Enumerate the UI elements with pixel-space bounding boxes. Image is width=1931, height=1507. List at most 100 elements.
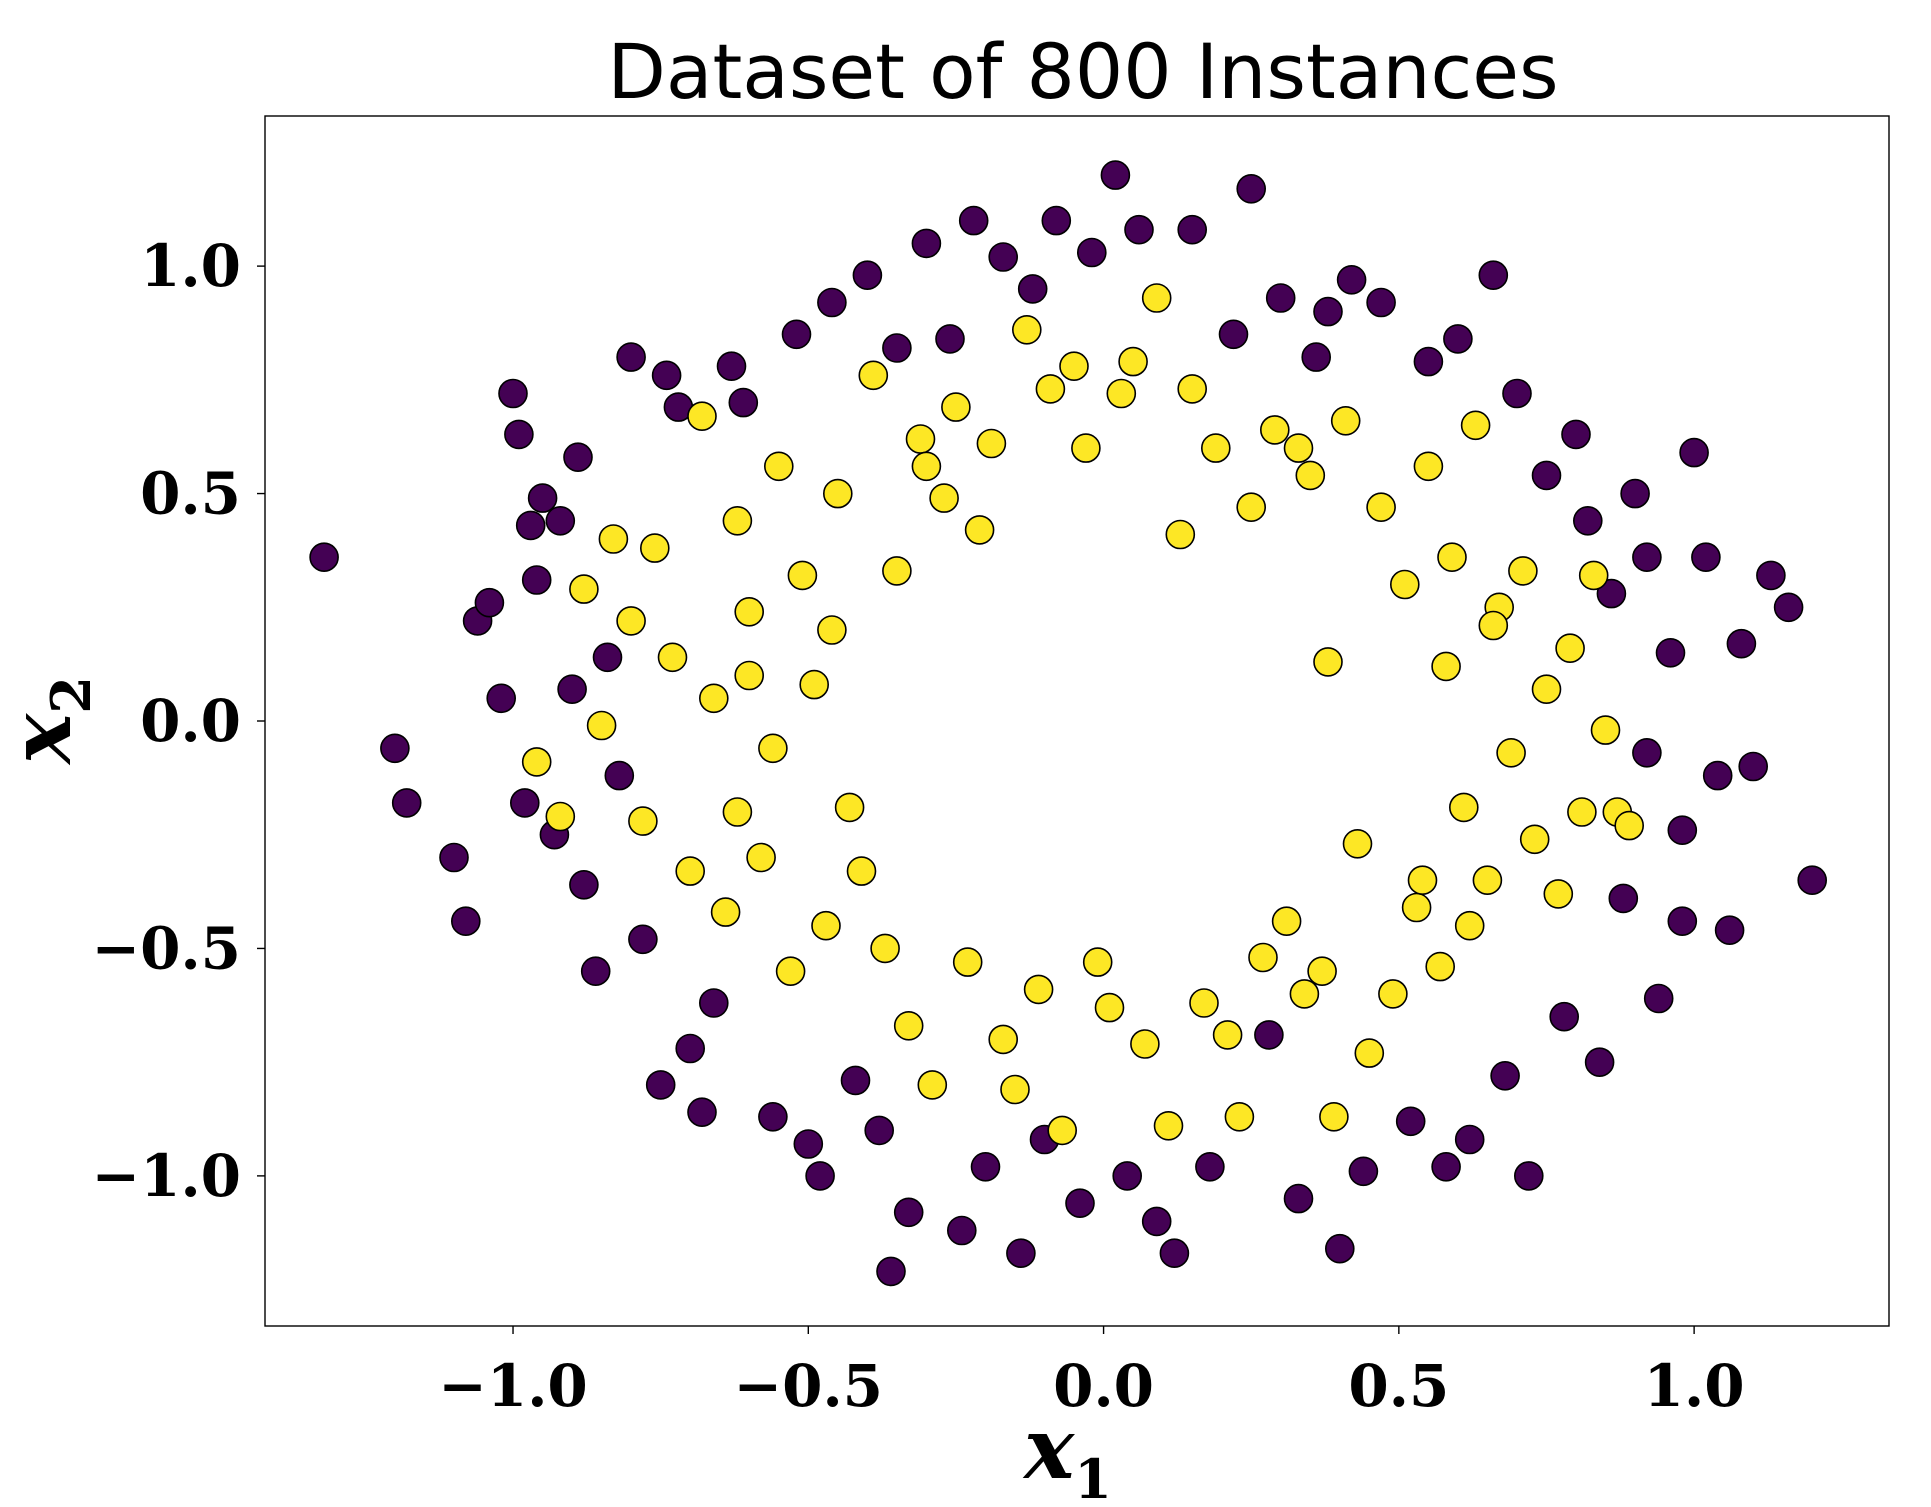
data-point-series1-41	[1047, 1115, 1077, 1146]
data-point-series1-58	[1248, 942, 1278, 973]
data-point-series0-78	[1502, 378, 1532, 409]
data-point-series1-8	[657, 642, 688, 673]
data-point-series1-12	[710, 897, 741, 927]
data-point-series1-52	[1177, 374, 1207, 404]
data-point-series1-5	[616, 606, 646, 636]
data-point-series1-18	[775, 956, 806, 987]
data-point-series0-17	[569, 869, 599, 900]
data-point-series1-35	[976, 428, 1007, 459]
data-point-series1-36	[988, 1024, 1019, 1055]
data-point-series0-59	[1195, 1152, 1225, 1182]
data-point-series0-21	[616, 342, 646, 372]
data-point-series0-26	[687, 1097, 717, 1127]
data-point-series0-18	[580, 956, 611, 987]
data-point-series1-73	[1413, 451, 1444, 482]
data-point-series0-9	[504, 419, 534, 450]
data-point-series0-100	[1797, 865, 1827, 896]
x-axis-label: x1	[1022, 1399, 1112, 1507]
data-point-series1-67	[1342, 828, 1373, 859]
data-point-series0-13	[527, 483, 558, 513]
y-tick-label: 1.0	[140, 232, 241, 300]
data-point-series0-93	[1691, 542, 1721, 573]
data-point-series1-21	[811, 910, 841, 941]
data-point-series0-19	[592, 642, 623, 673]
data-point-series0-0	[309, 542, 339, 573]
data-point-series1-43	[1071, 433, 1101, 463]
data-point-series1-78	[1472, 865, 1503, 896]
data-point-series0-88	[1632, 737, 1662, 768]
data-point-series0-30	[758, 1102, 788, 1132]
data-point-series1-62	[1295, 460, 1326, 491]
data-point-series0-84	[1584, 1047, 1615, 1077]
y-tick-label: 0.0	[140, 687, 241, 755]
data-point-series0-46	[988, 242, 1019, 272]
data-point-series1-39	[1023, 974, 1054, 1005]
y-tick-label: 0.5	[140, 460, 241, 528]
data-point-series1-7	[639, 533, 670, 563]
data-point-series1-94	[1407, 865, 1438, 896]
data-point-series0-70	[1366, 287, 1396, 318]
data-point-series1-61	[1283, 433, 1314, 463]
data-point-series0-81	[1549, 1001, 1579, 1032]
data-point-series0-91	[1667, 906, 1698, 937]
y-axis-label: x2	[0, 676, 103, 766]
data-point-series0-37	[864, 1115, 895, 1146]
data-point-series1-50	[1153, 1111, 1184, 1141]
data-point-series0-55	[1124, 214, 1154, 245]
data-point-series0-99	[1773, 592, 1804, 623]
data-point-series1-99	[911, 451, 942, 482]
data-point-series0-61	[1236, 174, 1266, 204]
x-tick-label: 0.5	[1348, 1352, 1449, 1420]
data-point-series1-13	[722, 505, 753, 536]
data-point-series1-4	[598, 524, 629, 554]
data-point-series1-19	[787, 560, 818, 591]
data-point-series0-67	[1325, 1233, 1355, 1264]
data-point-series1-97	[817, 615, 847, 645]
data-point-series0-62	[1254, 1020, 1284, 1050]
data-point-series1-83	[1531, 674, 1562, 705]
data-point-series1-60	[1271, 906, 1302, 937]
data-point-series1-20	[799, 669, 830, 700]
data-point-series0-11	[515, 510, 546, 541]
data-point-series0-83	[1573, 505, 1603, 536]
data-point-series0-54	[1112, 1161, 1142, 1191]
plot-frame	[264, 115, 1890, 1327]
data-point-series0-76	[1478, 260, 1509, 291]
data-point-series0-40	[893, 1197, 924, 1228]
data-point-series0-35	[840, 1065, 871, 1096]
data-point-series1-76	[1449, 792, 1479, 823]
data-point-series1-98	[1289, 979, 1320, 1009]
data-point-series0-22	[628, 924, 658, 955]
data-point-series0-90	[1655, 637, 1686, 668]
data-point-series0-7	[486, 683, 517, 714]
data-point-series0-92	[1679, 437, 1709, 468]
y-tick-label: −0.5	[91, 914, 241, 982]
data-point-series0-4	[450, 906, 481, 937]
data-point-series1-82	[1519, 824, 1550, 855]
points-layer	[309, 160, 1827, 1287]
data-point-series1-11	[698, 683, 729, 714]
data-point-series0-42	[935, 324, 965, 354]
data-point-series0-66	[1313, 296, 1343, 327]
data-point-series1-86	[1567, 797, 1597, 827]
data-point-series0-65	[1301, 342, 1331, 372]
data-point-series0-101	[1667, 815, 1698, 846]
data-point-series1-44	[1082, 947, 1113, 977]
data-point-series0-51	[1065, 1188, 1095, 1218]
data-point-series1-3	[586, 710, 617, 741]
y-tick-label: −1.0	[91, 1142, 241, 1210]
data-point-series0-64	[1283, 1183, 1314, 1214]
data-point-series0-47	[1006, 1238, 1036, 1268]
data-point-series0-77	[1490, 1061, 1520, 1091]
data-point-series0-43	[946, 1215, 977, 1246]
data-point-series1-27	[882, 556, 912, 586]
data-point-series1-46	[1106, 378, 1137, 409]
data-point-series1-64	[1313, 647, 1343, 677]
data-point-series0-31	[781, 319, 812, 350]
data-point-series1-9	[675, 856, 706, 886]
data-point-series0-41	[911, 228, 942, 259]
data-point-series1-0	[521, 747, 552, 777]
data-point-series1-47	[1118, 346, 1148, 377]
